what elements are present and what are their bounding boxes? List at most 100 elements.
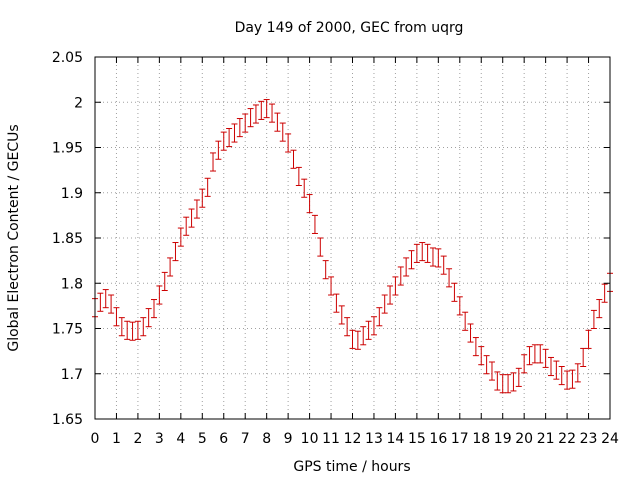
data-point (129, 321, 136, 341)
data-point (585, 329, 592, 349)
data-point (279, 122, 286, 142)
data-point (236, 118, 243, 138)
x-tick-label: 9 (284, 431, 293, 447)
x-tick-label: 15 (408, 431, 426, 447)
x-tick-label: 2 (133, 431, 142, 447)
data-point (161, 271, 168, 291)
data-point (456, 296, 463, 316)
x-axis-ticks: 0 1 2 3 4 5 6 7 8 9 10 11 12 13 14 15 16 17 18 19 20 21 22 23 24 (91, 57, 619, 447)
data-point (102, 289, 109, 309)
data-point (435, 248, 442, 268)
y-tick-label: 1.95 (52, 141, 83, 157)
data-point (360, 326, 367, 346)
data-point (306, 194, 313, 214)
data-point (413, 243, 420, 263)
x-tick-label: 18 (472, 431, 490, 447)
data-point (220, 131, 227, 151)
data-point (263, 99, 270, 119)
data-point (183, 216, 190, 236)
data-point (290, 149, 297, 169)
data-point (349, 329, 356, 349)
data-point (258, 100, 265, 120)
data-point (515, 367, 522, 387)
data-point (499, 374, 506, 394)
y-tick-label: 1.9 (61, 186, 83, 202)
data-point (365, 320, 372, 340)
data-point (381, 294, 388, 314)
data-point (537, 344, 544, 364)
data-point (242, 113, 249, 133)
x-tick-label: 8 (262, 431, 271, 447)
data-point (590, 309, 597, 329)
grid-lines (95, 57, 610, 419)
y-tick-label: 2 (74, 95, 83, 111)
data-point (199, 188, 206, 208)
data-point (247, 108, 254, 128)
x-tick-label: 20 (515, 431, 533, 447)
data-point (478, 346, 485, 366)
chart-title: Day 149 of 2000, GEC from uqrg (235, 20, 464, 36)
y-tick-label: 1.75 (52, 322, 83, 338)
x-tick-label: 14 (387, 431, 405, 447)
x-tick-label: 21 (537, 431, 555, 447)
data-point (215, 140, 222, 160)
x-tick-label: 10 (301, 431, 319, 447)
data-point (483, 355, 490, 375)
data-point (172, 242, 179, 262)
data-point (569, 369, 576, 389)
data-point (97, 292, 104, 312)
data-point (392, 276, 399, 296)
data-point (510, 372, 517, 392)
y-tick-label: 1.85 (52, 231, 83, 247)
y-tick-label: 1.7 (61, 367, 83, 383)
data-point (167, 257, 174, 277)
data-point (333, 293, 340, 313)
x-tick-label: 13 (365, 431, 383, 447)
data-point (424, 243, 431, 263)
data-point (531, 344, 538, 364)
x-tick-label: 19 (494, 431, 512, 447)
x-tick-label: 22 (558, 431, 576, 447)
data-point (322, 260, 329, 280)
data-point (397, 266, 404, 286)
data-point (210, 152, 217, 172)
data-point (269, 103, 276, 123)
data-point (408, 250, 415, 270)
data-point (564, 370, 571, 390)
x-tick-label: 7 (241, 431, 250, 447)
data-point (295, 166, 302, 187)
data-point (193, 199, 200, 219)
data-point (231, 123, 238, 143)
data-point (151, 299, 158, 319)
x-tick-label: 6 (219, 431, 228, 447)
data-point (494, 371, 501, 391)
y-axis-label: Global Electron Content / GECUs (6, 124, 22, 351)
data-point (505, 374, 512, 394)
data-point (440, 255, 447, 275)
y-tick-label: 1.8 (61, 276, 83, 292)
data-point (446, 268, 453, 288)
data-point (354, 330, 361, 350)
data-point (596, 299, 603, 319)
x-tick-label: 17 (451, 431, 469, 447)
data-point (419, 242, 426, 262)
data-point (558, 366, 565, 386)
y-tick-label: 1.65 (52, 412, 83, 428)
x-tick-label: 0 (91, 431, 100, 447)
data-point (542, 348, 549, 368)
data-point (124, 320, 131, 340)
data-series (92, 99, 613, 394)
x-tick-label: 12 (344, 431, 362, 447)
data-point (574, 363, 581, 383)
data-point (601, 283, 608, 303)
data-point (462, 311, 469, 331)
data-point (274, 112, 281, 132)
x-axis-label: GPS time / hours (293, 459, 410, 475)
data-point (467, 323, 474, 343)
data-point (580, 347, 587, 368)
data-point (370, 316, 377, 336)
data-point (451, 282, 458, 302)
data-point (338, 305, 345, 325)
data-point (113, 307, 120, 327)
data-point (301, 178, 308, 198)
